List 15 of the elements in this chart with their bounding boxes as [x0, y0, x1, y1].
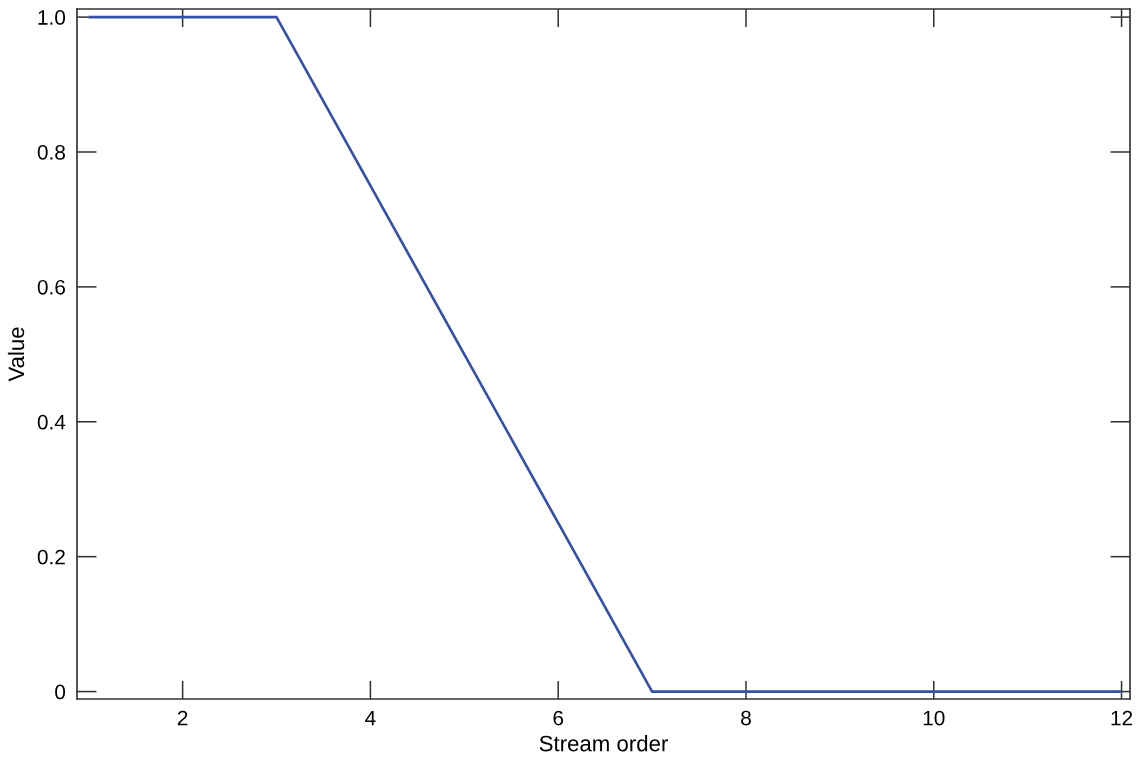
y-tick-label: 0.6 [37, 279, 65, 295]
x-tick-label: 8 [741, 710, 751, 726]
x-axis-title: Stream order [539, 735, 668, 752]
line-series [87, 15, 1123, 693]
x-tick-label: 6 [553, 710, 564, 726]
y-tick-label: 1.0 [38, 10, 66, 25]
y-axis-title: Value [7, 327, 25, 382]
x-tick-label: 10 [923, 710, 945, 726]
x-tick-label: 12 [1111, 710, 1133, 726]
y-tick-label: 0.4 [37, 414, 66, 430]
y-tick-label: 0 [55, 684, 66, 700]
x-tick-label: 2 [177, 710, 188, 726]
x-tick-label: 4 [365, 710, 376, 726]
y-tick-label: 0.2 [37, 549, 65, 565]
y-tick-label: 0.8 [37, 144, 65, 160]
